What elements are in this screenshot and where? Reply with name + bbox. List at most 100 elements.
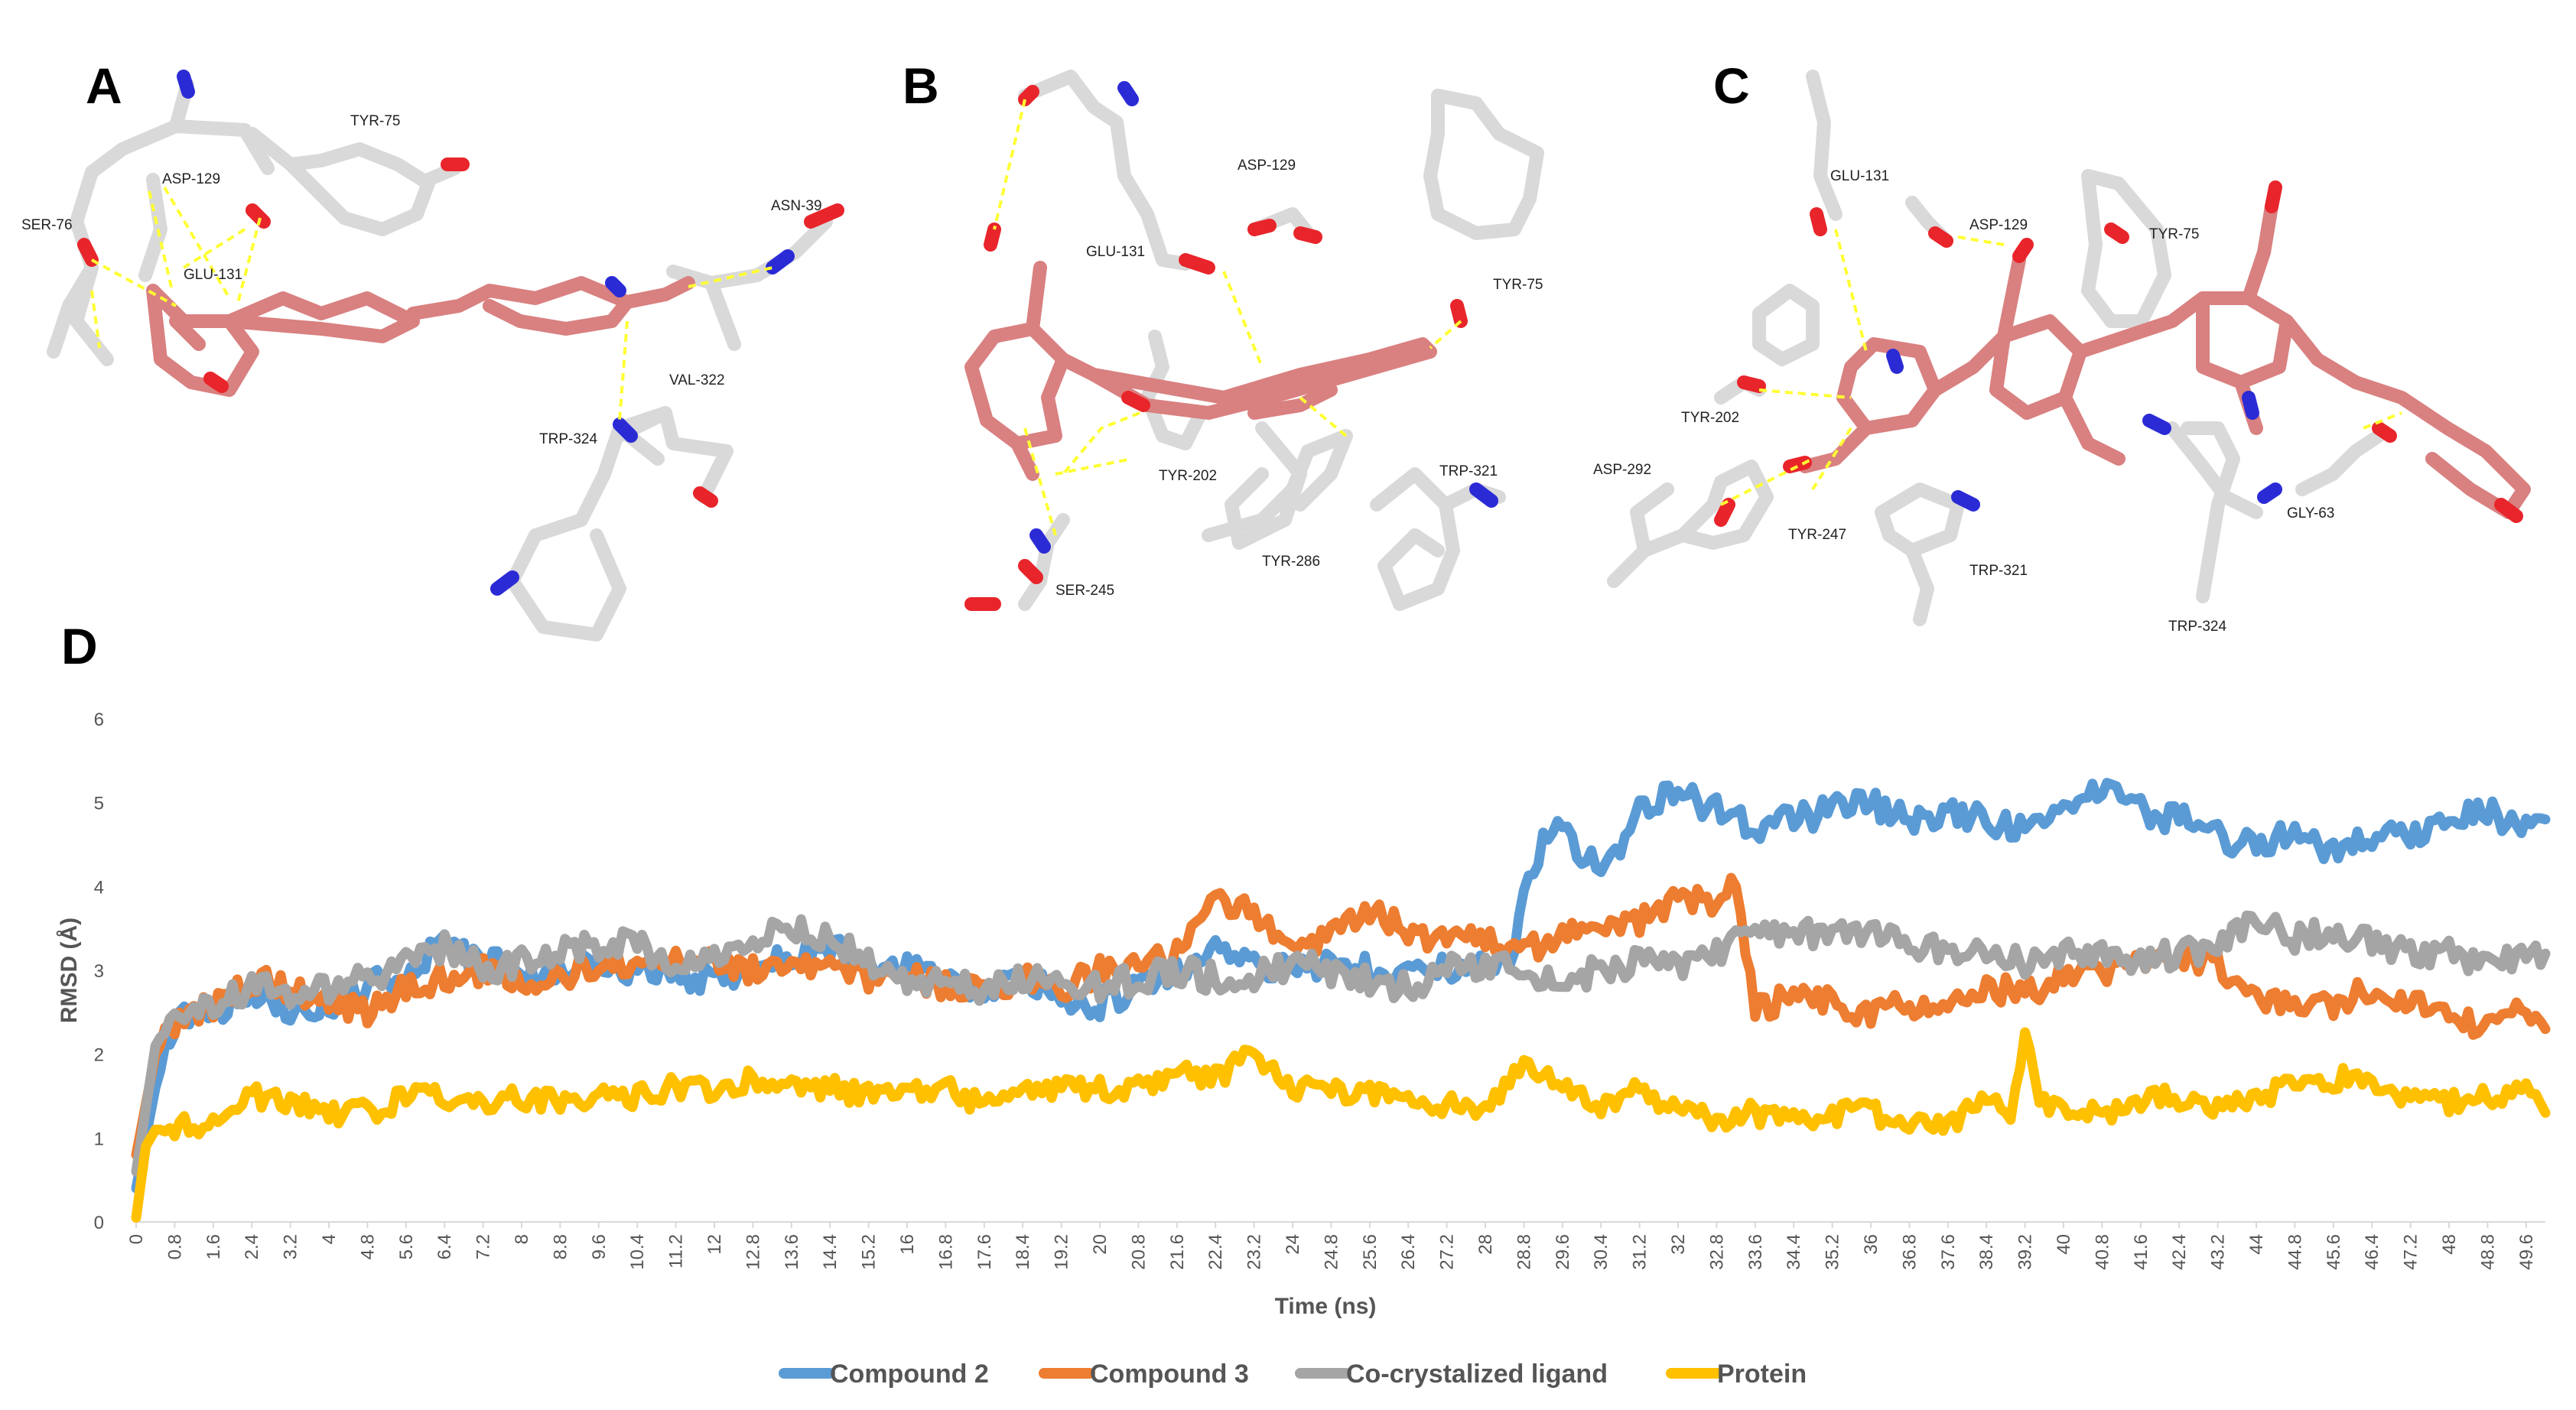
x-tick-label: 3.2 bbox=[281, 1234, 301, 1259]
panel-a-ligand bbox=[146, 276, 695, 397]
residue-label: TRP-321 bbox=[1969, 563, 2028, 579]
x-tick-label: 16.8 bbox=[935, 1234, 956, 1270]
x-tick-label: 39.2 bbox=[2015, 1234, 2036, 1270]
x-tick-label: 29.6 bbox=[1553, 1234, 1573, 1270]
x-tick-label: 24 bbox=[1283, 1234, 1303, 1255]
residue-label: TYR-286 bbox=[1262, 554, 1320, 570]
x-tick-label: 37.6 bbox=[1938, 1234, 1959, 1270]
x-tick-label: 8.8 bbox=[550, 1234, 571, 1259]
panel-c: C bbox=[1593, 57, 2531, 635]
residue-label: TRP-324 bbox=[539, 431, 597, 447]
legend-label: Compound 3 bbox=[1090, 1360, 1249, 1389]
x-tick-label: 30.4 bbox=[1591, 1234, 1612, 1270]
x-tick-label: 40 bbox=[2054, 1234, 2074, 1255]
series-lines bbox=[131, 778, 2551, 1223]
residue-label: TRP-324 bbox=[2168, 619, 2226, 635]
x-tick-label: 32 bbox=[1668, 1234, 1689, 1255]
y-tick-label: 2 bbox=[94, 1045, 104, 1066]
panel-b-ligand bbox=[964, 261, 1437, 481]
x-tick-label: 20 bbox=[1090, 1234, 1111, 1255]
panel-b: B bbox=[903, 57, 1544, 611]
x-tick-label: 21.6 bbox=[1167, 1234, 1188, 1270]
panel-c-hbonds bbox=[1720, 229, 2402, 506]
x-tick-label: 31.2 bbox=[1630, 1234, 1651, 1270]
panel-b-hbonds bbox=[993, 99, 1462, 536]
x-tick-label: 42.4 bbox=[2169, 1234, 2190, 1270]
residue-label: TYR-75 bbox=[350, 113, 400, 129]
x-tick-label: 2.4 bbox=[242, 1234, 262, 1259]
x-tick-label: 48 bbox=[2439, 1234, 2460, 1255]
residue-label: SER-76 bbox=[21, 217, 73, 233]
y-tick-label: 3 bbox=[94, 961, 104, 982]
residue-label: TYR-247 bbox=[1788, 527, 1846, 543]
x-tick-label: 13.6 bbox=[782, 1234, 802, 1270]
x-axis-ticks: 0 0.8 1.6 2.4 3.2 4 4.8 5.6 6.4 7.2 8 8.8 9.6 10.4 11.… bbox=[126, 1222, 2537, 1270]
x-tick-label: 44 bbox=[2246, 1234, 2267, 1255]
residue-label: GLU-131 bbox=[1830, 168, 1889, 184]
x-tick-label: 0 bbox=[126, 1234, 147, 1244]
y-tick-label: 0 bbox=[94, 1213, 104, 1233]
x-tick-label: 9.6 bbox=[589, 1234, 610, 1259]
x-tick-label: 24.8 bbox=[1321, 1234, 1342, 1270]
x-tick-label: 18.4 bbox=[1013, 1234, 1033, 1270]
x-tick-label: 11.2 bbox=[666, 1234, 687, 1269]
residue-label: ASP-129 bbox=[1238, 158, 1296, 174]
x-tick-label: 46.4 bbox=[2362, 1234, 2382, 1270]
residue-label: TYR-75 bbox=[2149, 226, 2199, 242]
residue-label: TYR-202 bbox=[1681, 410, 1739, 426]
series-line bbox=[131, 778, 2551, 1194]
residue-label: GLY-63 bbox=[2287, 505, 2334, 521]
x-tick-label: 15.2 bbox=[859, 1234, 880, 1270]
panel-b-protein-sticks bbox=[1018, 70, 1544, 611]
panel-letter-d: D bbox=[61, 618, 98, 674]
x-tick-label: 7.2 bbox=[473, 1234, 494, 1259]
series-line bbox=[131, 872, 2551, 1160]
residue-label: TYR-202 bbox=[1159, 468, 1217, 484]
x-tick-label: 44.8 bbox=[2285, 1234, 2305, 1270]
y-axis-ticks: 0 1 2 3 4 5 6 bbox=[94, 710, 104, 1233]
panel-a-heteroatoms bbox=[77, 70, 844, 596]
residue-label: SER-245 bbox=[1055, 583, 1114, 599]
legend-label: Protein bbox=[1717, 1360, 1807, 1389]
x-tick-label: 14.4 bbox=[820, 1234, 841, 1270]
x-tick-label: 43.2 bbox=[2208, 1234, 2229, 1270]
x-tick-label: 6.4 bbox=[434, 1234, 455, 1259]
x-tick-label: 28 bbox=[1475, 1234, 1496, 1255]
x-tick-label: 23.2 bbox=[1244, 1234, 1265, 1270]
legend-label: Co-crystalized ligand bbox=[1346, 1360, 1608, 1389]
series-line bbox=[131, 910, 2551, 1177]
x-tick-label: 32.8 bbox=[1706, 1234, 1727, 1270]
x-tick-label: 36 bbox=[1861, 1234, 1882, 1255]
panel-c-protein-sticks bbox=[1607, 70, 2386, 626]
y-tick-label: 6 bbox=[94, 710, 104, 730]
panel-c-residue-labels: GLU-131 ASP-129 TYR-75 TYR-202 ASP-292 T… bbox=[1593, 168, 2334, 635]
x-tick-label: 28.8 bbox=[1514, 1234, 1534, 1270]
x-tick-label: 49.6 bbox=[2516, 1234, 2537, 1270]
x-tick-label: 1.6 bbox=[203, 1234, 224, 1259]
x-tick-label: 34.4 bbox=[1784, 1234, 1804, 1270]
panel-letter-a: A bbox=[86, 57, 122, 114]
x-tick-label: 45.6 bbox=[2324, 1234, 2344, 1270]
x-axis-title: Time (ns) bbox=[1275, 1294, 1377, 1319]
x-tick-label: 26.4 bbox=[1398, 1234, 1419, 1270]
panel-a-residue-labels: TYR-75 ASP-129 SER-76 GLU-131 ASN-39 VAL… bbox=[21, 113, 822, 447]
x-tick-label: 19.2 bbox=[1052, 1234, 1072, 1270]
panel-c-ligand bbox=[1798, 200, 2531, 519]
x-tick-label: 36.8 bbox=[1899, 1234, 1920, 1270]
x-tick-label: 17.6 bbox=[974, 1234, 995, 1270]
x-tick-label: 20.8 bbox=[1128, 1234, 1149, 1270]
x-tick-label: 35.2 bbox=[1823, 1234, 1843, 1270]
panel-b-heteroatoms bbox=[964, 81, 1498, 611]
x-tick-label: 5.6 bbox=[396, 1234, 417, 1259]
residue-label: GLU-131 bbox=[1086, 244, 1145, 260]
x-tick-label: 8 bbox=[512, 1234, 532, 1244]
residue-label: ASP-129 bbox=[162, 171, 220, 187]
residue-label: TRP-321 bbox=[1439, 463, 1498, 479]
panel-c-heteroatoms bbox=[1714, 180, 2523, 527]
legend: Compound 2 Compound 3 Co-crystalized ligan… bbox=[779, 1360, 1807, 1389]
residue-label: ASP-292 bbox=[1593, 462, 1651, 478]
panel-letter-b: B bbox=[903, 57, 939, 114]
y-tick-label: 1 bbox=[94, 1129, 104, 1149]
